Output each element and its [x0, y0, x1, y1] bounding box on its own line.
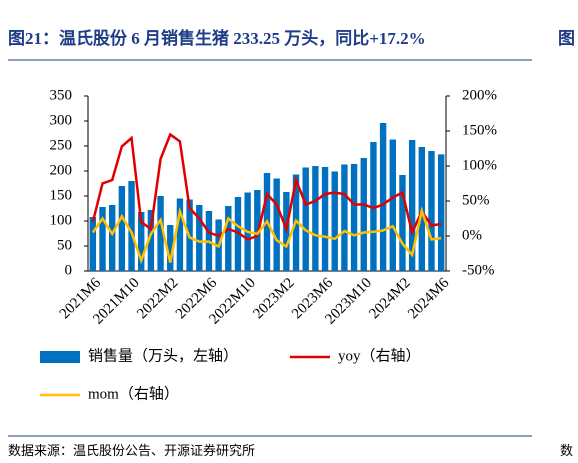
y-tick-label: 0	[65, 262, 73, 278]
legend-label: yoy（右轴）	[338, 347, 421, 364]
x-tick-label: 2023M2	[250, 275, 297, 322]
y-tick-label: 100	[50, 212, 73, 228]
bar	[167, 225, 174, 271]
y2-tick-label: 0%	[462, 227, 482, 243]
bar	[350, 164, 358, 271]
y-tick-label: 250	[50, 137, 73, 153]
bar	[273, 178, 280, 271]
source: 数据来源：温氏股份公告、开源证券研究所	[8, 443, 255, 458]
bar	[118, 186, 126, 271]
bar	[437, 154, 445, 271]
bar	[108, 205, 116, 271]
bar	[225, 206, 232, 271]
line	[91, 132, 442, 241]
x-tick-label: 2024M6	[405, 275, 453, 323]
bar	[428, 151, 435, 271]
bar	[128, 181, 135, 271]
bar	[341, 164, 348, 271]
bar	[379, 123, 387, 271]
bar	[370, 142, 377, 271]
x-tick-label: 2022M2	[134, 275, 181, 322]
bar	[176, 198, 184, 271]
bar	[196, 205, 203, 271]
bar	[312, 166, 319, 271]
y2-tick-label: 200%	[462, 87, 497, 103]
next-source: 数	[560, 443, 573, 458]
y-tick-label: 200	[50, 162, 73, 178]
y2-tick-label: -50%	[462, 262, 495, 278]
y-tick-label: 50	[57, 237, 72, 253]
bar	[399, 175, 406, 271]
bar	[331, 171, 338, 271]
legend-label: mom（右轴）	[88, 385, 179, 402]
bar	[89, 217, 97, 271]
next-title: 图	[558, 29, 575, 48]
bar	[302, 167, 309, 271]
y-tick-label: 350	[50, 87, 73, 103]
chart-title: 图21：温氏股份 6 月销售生猪 233.25 万头，同比+17.2%	[8, 28, 426, 48]
bar	[157, 196, 164, 271]
bar	[408, 140, 416, 271]
y-tick-label: 150	[50, 187, 73, 203]
bar	[147, 210, 155, 271]
y-tick-label: 300	[50, 112, 73, 128]
bar	[99, 207, 106, 271]
y2-tick-label: 50%	[462, 192, 490, 208]
bar	[321, 167, 329, 271]
legend-swatch	[40, 351, 80, 363]
y2-tick-label: 150%	[462, 122, 497, 138]
bar	[138, 212, 145, 271]
bar	[389, 139, 396, 271]
x-tick-label: 2024M2	[366, 275, 413, 322]
legend-label: 销售量（万头，左轴）	[88, 347, 238, 364]
line	[91, 206, 442, 265]
y2-tick-label: 100%	[462, 157, 497, 173]
bar	[360, 158, 367, 271]
